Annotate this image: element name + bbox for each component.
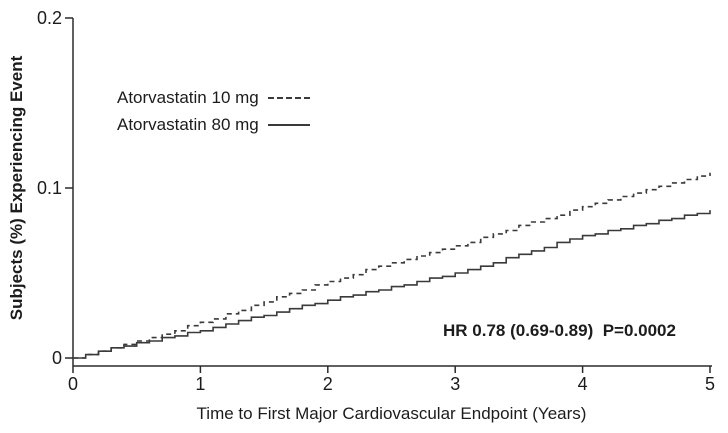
legend-item-80mg: Atorvastatin 80 mg	[117, 111, 310, 138]
y-tick-label: 0.2	[37, 8, 62, 28]
hazard-ratio-annotation: HR 0.78 (0.69-0.89) P=0.0002	[443, 321, 676, 340]
x-tick-label: 0	[68, 374, 78, 394]
axis-ticks: 0 0.1 0.2 0 1 2 3 4 5	[37, 8, 715, 394]
legend-label-10mg: Atorvastatin 10 mg	[117, 87, 259, 107]
x-tick-label: 3	[450, 374, 460, 394]
legend-item-10mg: Atorvastatin 10 mg	[117, 84, 310, 111]
x-axis-title: Time to First Major Cardiovascular Endpo…	[196, 404, 587, 423]
y-tick-label: 0	[52, 348, 62, 368]
legend: Atorvastatin 10 mg Atorvastatin 80 mg	[117, 84, 310, 138]
x-tick-label: 5	[705, 374, 715, 394]
legend-label-80mg: Atorvastatin 80 mg	[117, 114, 259, 134]
y-tick-label: 0.1	[37, 178, 62, 198]
solid-line-sample-icon	[267, 123, 310, 126]
y-axis-title: Subjects (%) Experiencing Event	[7, 55, 26, 321]
dashed-line-sample-icon	[267, 96, 310, 99]
series-atorvastatin-80mg-line	[73, 210, 711, 359]
x-tick-label: 2	[323, 374, 333, 394]
series-atorvastatin-10mg-line	[73, 172, 711, 359]
x-tick-label: 4	[578, 374, 588, 394]
x-tick-label: 1	[195, 374, 205, 394]
